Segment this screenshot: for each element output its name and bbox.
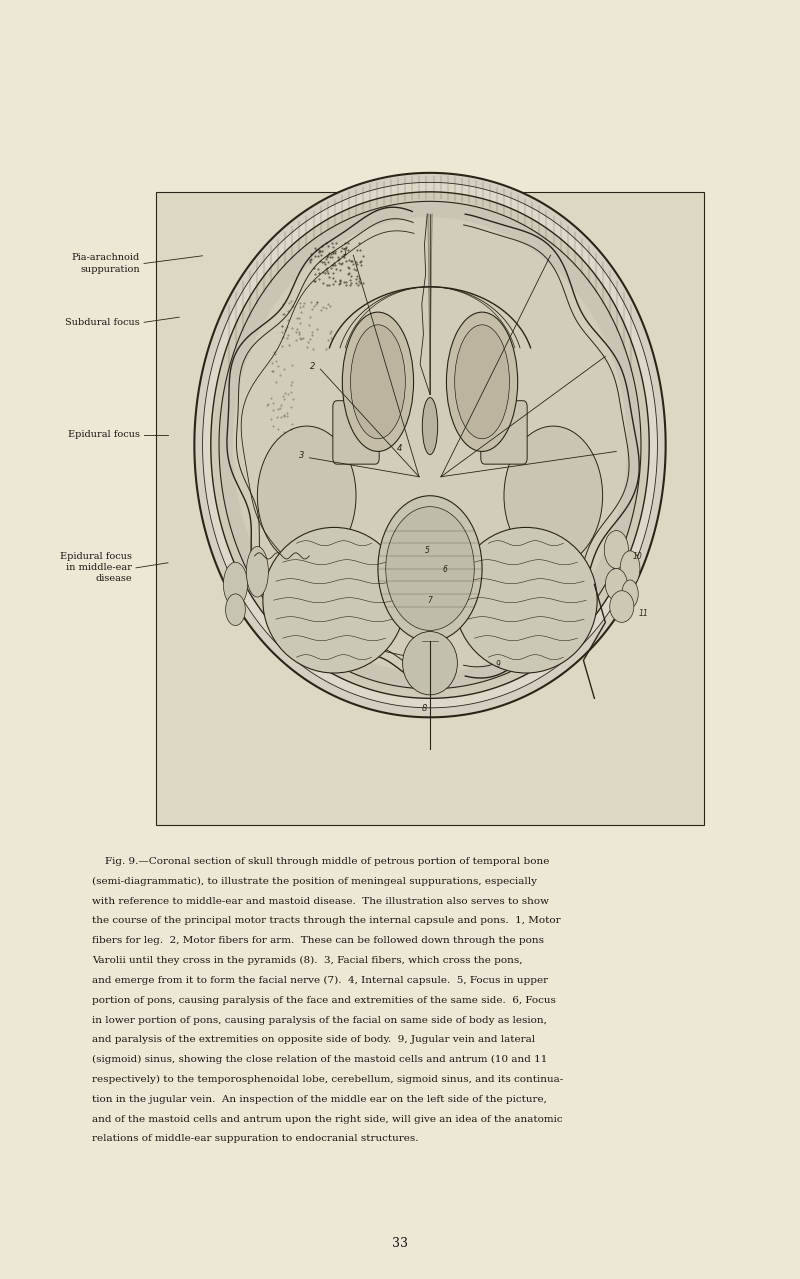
Ellipse shape bbox=[446, 312, 518, 451]
Text: 1: 1 bbox=[342, 248, 348, 257]
Polygon shape bbox=[202, 183, 658, 707]
Ellipse shape bbox=[454, 325, 510, 439]
Ellipse shape bbox=[402, 632, 458, 694]
Ellipse shape bbox=[454, 527, 597, 673]
Text: 2: 2 bbox=[310, 362, 315, 371]
Text: 10: 10 bbox=[633, 553, 642, 561]
Text: Varolii until they cross in the pyramids (8).  3, Facial fibers, which cross the: Varolii until they cross in the pyramids… bbox=[92, 957, 522, 966]
Text: the course of the principal motor tracts through the internal capsule and pons. : the course of the principal motor tracts… bbox=[92, 916, 561, 926]
Ellipse shape bbox=[606, 569, 627, 600]
FancyBboxPatch shape bbox=[481, 400, 527, 464]
Ellipse shape bbox=[378, 496, 482, 641]
Bar bbox=[156, 192, 704, 825]
Text: 8: 8 bbox=[422, 703, 427, 712]
Ellipse shape bbox=[610, 591, 634, 623]
Ellipse shape bbox=[223, 563, 247, 606]
Ellipse shape bbox=[422, 398, 438, 454]
Text: and of the mastoid cells and antrum upon the right side, will give an idea of th: and of the mastoid cells and antrum upon… bbox=[92, 1115, 562, 1124]
Ellipse shape bbox=[226, 593, 246, 625]
Text: (sigmoid) sinus, showing the close relation of the mastoid cells and antrum (10 : (sigmoid) sinus, showing the close relat… bbox=[92, 1055, 547, 1064]
Ellipse shape bbox=[386, 506, 474, 631]
Text: 4: 4 bbox=[397, 444, 402, 454]
Text: 6: 6 bbox=[442, 565, 447, 574]
Text: (semi-diagrammatic), to illustrate the position of meningeal suppurations, espec: (semi-diagrammatic), to illustrate the p… bbox=[92, 877, 537, 886]
Text: Epidural focus: Epidural focus bbox=[68, 430, 140, 440]
Text: Pia-arachnoid
suppuration: Pia-arachnoid suppuration bbox=[72, 253, 140, 274]
Text: with reference to middle-ear and mastoid disease.  The illustration also serves : with reference to middle-ear and mastoid… bbox=[92, 897, 549, 906]
Text: portion of pons, causing paralysis of the face and extremities of the same side.: portion of pons, causing paralysis of th… bbox=[92, 995, 556, 1005]
Ellipse shape bbox=[622, 579, 638, 608]
Text: 9: 9 bbox=[496, 660, 501, 669]
Ellipse shape bbox=[263, 527, 406, 673]
Ellipse shape bbox=[342, 312, 414, 451]
Text: 7: 7 bbox=[427, 596, 433, 605]
Polygon shape bbox=[211, 192, 650, 698]
Ellipse shape bbox=[620, 551, 640, 586]
Text: and emerge from it to form the facial nerve (7).  4, Internal capsule.  5, Focus: and emerge from it to form the facial ne… bbox=[92, 976, 548, 985]
Text: tion in the jugular vein.  An inspection of the middle ear on the left side of t: tion in the jugular vein. An inspection … bbox=[92, 1095, 547, 1104]
Text: and paralysis of the extremities on opposite side of body.  9, Jugular vein and : and paralysis of the extremities on oppo… bbox=[92, 1036, 535, 1045]
Text: 11: 11 bbox=[638, 609, 648, 618]
Text: 3: 3 bbox=[298, 450, 304, 459]
Text: fibers for leg.  2, Motor fibers for arm.  These can be followed down through th: fibers for leg. 2, Motor fibers for arm.… bbox=[92, 936, 544, 945]
Text: Subdural focus: Subdural focus bbox=[66, 317, 140, 327]
Ellipse shape bbox=[504, 426, 602, 565]
Ellipse shape bbox=[604, 531, 628, 569]
Text: 5: 5 bbox=[425, 546, 430, 555]
Text: respectively) to the temporosphenoidal lobe, cerebellum, sigmoid sinus, and its : respectively) to the temporosphenoidal l… bbox=[92, 1074, 563, 1085]
FancyBboxPatch shape bbox=[333, 400, 379, 464]
Text: 33: 33 bbox=[392, 1237, 408, 1250]
Text: relations of middle-ear suppuration to endocranial structures.: relations of middle-ear suppuration to e… bbox=[92, 1134, 418, 1143]
Text: Fig. 9.—Coronal section of skull through middle of petrous portion of temporal b: Fig. 9.—Coronal section of skull through… bbox=[92, 857, 550, 866]
Ellipse shape bbox=[258, 426, 356, 565]
Text: Epidural focus
in middle-ear
disease: Epidural focus in middle-ear disease bbox=[60, 553, 132, 583]
Polygon shape bbox=[194, 173, 666, 718]
Ellipse shape bbox=[246, 546, 268, 597]
Ellipse shape bbox=[233, 217, 627, 673]
Polygon shape bbox=[219, 201, 641, 689]
Text: in lower portion of pons, causing paralysis of the facial on same side of body a: in lower portion of pons, causing paraly… bbox=[92, 1016, 547, 1024]
Ellipse shape bbox=[350, 325, 406, 439]
